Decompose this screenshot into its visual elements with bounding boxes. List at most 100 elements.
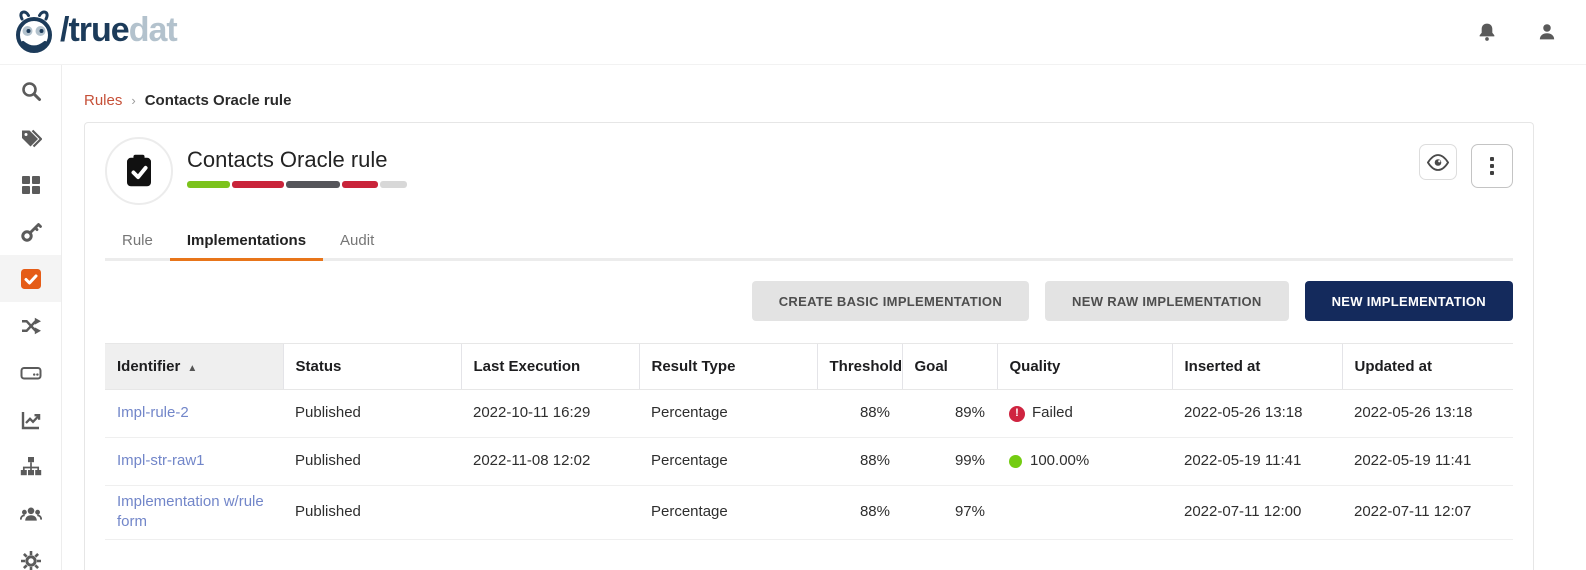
topbar: /truedat xyxy=(0,0,1586,65)
result-type-cell: Percentage xyxy=(639,437,817,486)
column-header-goal[interactable]: Goal xyxy=(901,343,997,390)
table-row: Implementation w/rule form Published Per… xyxy=(105,485,1513,540)
rule-avatar xyxy=(105,137,173,205)
more-options-button[interactable] xyxy=(1471,144,1513,188)
rules-check-icon xyxy=(20,268,41,289)
sidebar-item-groups[interactable] xyxy=(0,490,61,537)
goal-cell: 99% xyxy=(902,437,997,486)
kebab-menu-icon xyxy=(1490,157,1494,175)
shuffle-icon xyxy=(21,317,41,334)
gear-icon xyxy=(20,550,41,570)
implementation-link[interactable]: Impl-rule-2 xyxy=(117,404,189,422)
sidebar-item-connectors[interactable] xyxy=(0,302,61,349)
quality-text: Failed xyxy=(1032,404,1073,422)
search-icon xyxy=(21,81,41,101)
quality-bar-segment xyxy=(342,181,378,189)
inserted-at-cell: 2022-05-19 11:41 xyxy=(1172,437,1342,486)
column-header-identifier[interactable]: Identifier ▲ xyxy=(105,343,283,390)
column-header-updated-at[interactable]: Updated at xyxy=(1341,343,1513,390)
logo-text-dat: dat xyxy=(128,11,178,49)
status-cell: Published xyxy=(283,389,461,438)
rule-header-actions xyxy=(1419,137,1513,188)
updated-at-cell: 2022-07-11 12:07 xyxy=(1342,485,1513,540)
status-cell: Published xyxy=(283,485,461,540)
implementation-actions: CREATE BASIC IMPLEMENTATION NEW RAW IMPL… xyxy=(105,281,1513,321)
tab-rule[interactable]: Rule xyxy=(122,232,153,249)
sort-asc-icon: ▲ xyxy=(187,363,198,374)
updated-at-cell: 2022-05-19 11:41 xyxy=(1342,437,1513,486)
chart-line-icon xyxy=(21,411,40,429)
sidebar-item-search[interactable] xyxy=(0,67,61,114)
tab-audit[interactable]: Audit xyxy=(340,232,375,249)
sidebar-item-taxonomy[interactable] xyxy=(0,114,61,161)
quality-bar-segment xyxy=(380,181,407,189)
quality-bar-segment xyxy=(286,181,340,189)
sidebar-item-dashboards[interactable] xyxy=(0,396,61,443)
result-type-cell: Percentage xyxy=(639,389,817,438)
table-row: Impl-rule-2 Published 2022-10-11 16:29 P… xyxy=(105,389,1513,438)
tab-implementations[interactable]: Implementations xyxy=(169,226,324,261)
owl-icon xyxy=(16,10,52,53)
new-implementation-button[interactable]: NEW IMPLEMENTATION xyxy=(1304,281,1513,321)
view-button[interactable] xyxy=(1419,144,1457,180)
goal-cell: 97% xyxy=(902,485,997,540)
quality-summary-bar xyxy=(187,181,409,189)
sidebar-item-modules[interactable] xyxy=(0,161,61,208)
column-header-last-execution[interactable]: Last Execution xyxy=(460,343,639,390)
column-header-threshold[interactable]: Threshold xyxy=(816,343,902,390)
inserted-at-cell: 2022-07-11 12:00 xyxy=(1172,485,1342,540)
table-header-row: Identifier ▲ Status Last Execution Result… xyxy=(105,343,1513,390)
new-raw-implementation-button[interactable]: NEW RAW IMPLEMENTATION xyxy=(1045,281,1289,321)
threshold-cell: 88% xyxy=(817,485,902,540)
goal-cell: 89% xyxy=(902,389,997,438)
eye-icon xyxy=(1427,153,1449,171)
last-execution-cell: 2022-10-11 16:29 xyxy=(461,389,639,438)
bell-icon[interactable] xyxy=(1476,21,1498,43)
status-cell: Published xyxy=(283,437,461,486)
truedat-logo[interactable]: /truedat xyxy=(10,8,178,56)
quality-cell: Failed xyxy=(997,389,1172,438)
threshold-cell: 88% xyxy=(817,437,902,486)
breadcrumb-current: Contacts Oracle rule xyxy=(144,92,292,109)
app-shell: Rules › Contacts Oracle rule Contacts Or… xyxy=(0,65,1586,570)
sources-drive-icon xyxy=(20,366,41,379)
tags-icon xyxy=(21,129,42,147)
threshold-cell: 88% xyxy=(817,389,902,438)
column-header-inserted-at[interactable]: Inserted at xyxy=(1171,343,1342,390)
inserted-at-cell: 2022-05-26 13:18 xyxy=(1172,389,1342,438)
topbar-actions xyxy=(1476,21,1558,43)
quality-bar-segment xyxy=(187,181,230,189)
grid-icon xyxy=(21,175,40,194)
column-header-result-type[interactable]: Result Type xyxy=(638,343,817,390)
sidebar-item-sources[interactable] xyxy=(0,349,61,396)
rule-title-block: Contacts Oracle rule xyxy=(187,137,409,189)
implementation-link[interactable]: Implementation w/rule form xyxy=(117,493,264,531)
column-header-quality[interactable]: Quality xyxy=(996,343,1172,390)
clipboard-check-icon xyxy=(127,154,151,187)
last-execution-cell xyxy=(461,485,639,540)
sidebar-item-permissions[interactable] xyxy=(0,208,61,255)
logo-text: /truedat xyxy=(60,11,178,51)
quality-cell xyxy=(997,485,1172,540)
error-circle-icon xyxy=(1009,405,1025,422)
user-icon[interactable] xyxy=(1536,21,1558,43)
implementation-link[interactable]: Impl-str-raw1 xyxy=(117,452,205,470)
rule-card-header: Contacts Oracle rule xyxy=(105,137,1513,205)
rule-card: Contacts Oracle rule xyxy=(84,122,1534,570)
create-basic-implementation-button[interactable]: CREATE BASIC IMPLEMENTATION xyxy=(751,281,1030,321)
tab-bar: Rule Implementations Audit xyxy=(105,226,1513,261)
breadcrumb-rules-link[interactable]: Rules xyxy=(84,92,123,109)
sidebar-item-settings[interactable] xyxy=(0,537,61,570)
sidebar-item-rules[interactable] xyxy=(0,255,61,302)
page-title: Contacts Oracle rule xyxy=(187,147,388,172)
breadcrumb-separator-icon: › xyxy=(131,93,136,108)
logo-text-true: /true xyxy=(60,11,130,49)
quality-text: 100.00% xyxy=(1030,452,1090,470)
lineage-sitemap-icon xyxy=(20,456,41,475)
column-header-status[interactable]: Status xyxy=(282,343,461,390)
sidebar xyxy=(0,65,62,570)
success-dot-icon xyxy=(1009,455,1022,468)
quality-cell: 100.00% xyxy=(997,437,1172,486)
result-type-cell: Percentage xyxy=(639,485,817,540)
sidebar-item-lineage[interactable] xyxy=(0,443,61,490)
